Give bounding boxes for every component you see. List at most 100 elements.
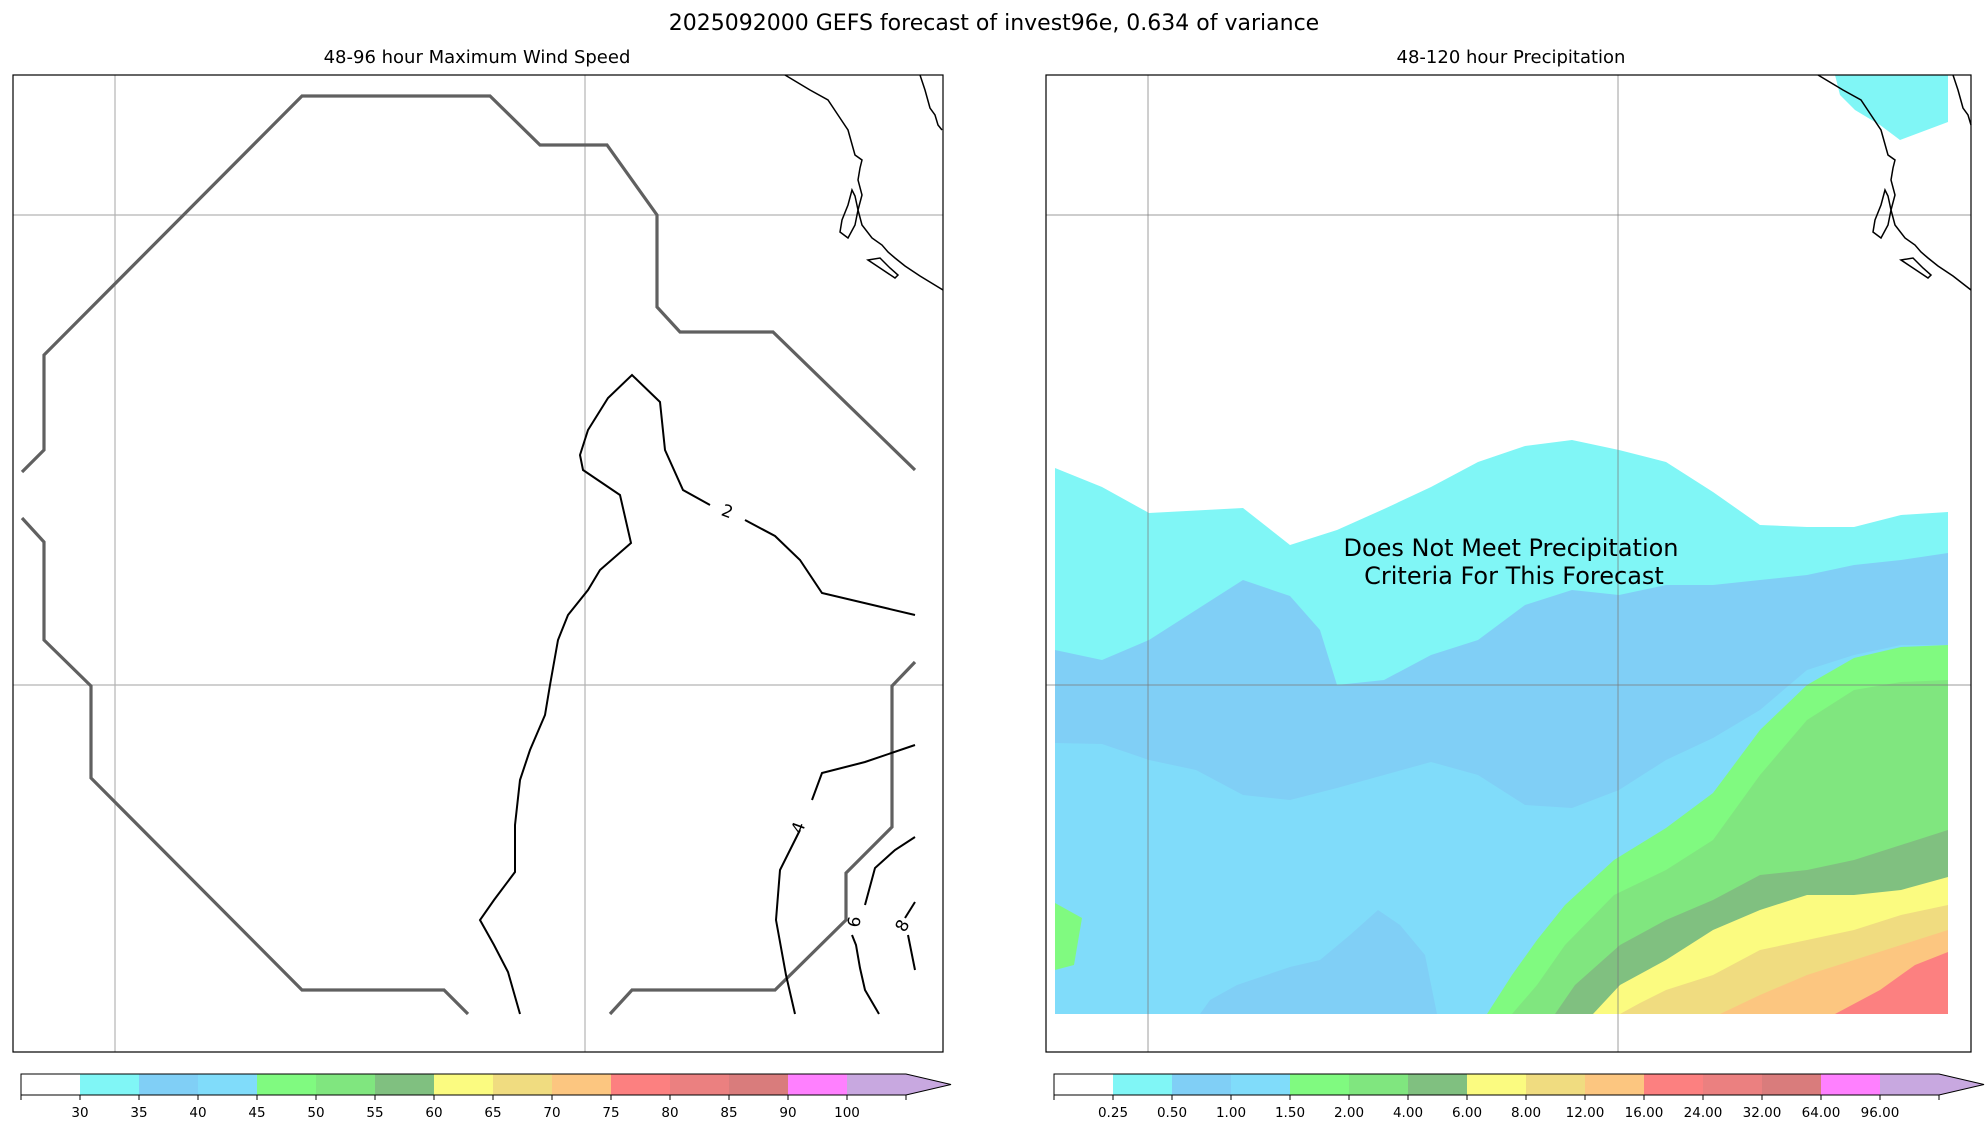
precip-colorbar-label: 64.00: [1802, 1105, 1841, 1121]
wind-colorbar-segment-7: [434, 1074, 494, 1095]
wind-colorbar-label: 50: [307, 1105, 324, 1121]
precipitation-panel: 48-120 hour Precipitation: [1045, 47, 1972, 1053]
wind-colorbar-outline: [20, 1073, 952, 1096]
precip-colorbar-label: 32.00: [1743, 1105, 1782, 1121]
wind-colorbar-segment-4: [257, 1074, 317, 1095]
wind-colorbar-label: 70: [543, 1105, 560, 1121]
wind-colorbar-label: 35: [130, 1105, 147, 1121]
wind-contour-label-6: 6: [844, 915, 865, 929]
wind-colorbar-label: 55: [366, 1105, 383, 1121]
wind-colorbar-label: 45: [248, 1105, 265, 1121]
wind-coastline: [784, 74, 944, 291]
precip-colorbar-segment-8: [1526, 1074, 1586, 1095]
precip-colorbar-segment-0: [1054, 1074, 1114, 1095]
wind-contour-label-8: 8: [892, 917, 915, 936]
precip-coastline: [1817, 74, 1972, 291]
wind-colorbar-segment-13: [788, 1074, 848, 1095]
wind-colorbar-segment-10: [611, 1074, 671, 1095]
precip-colorbar-segment-1: [1113, 1074, 1173, 1095]
precip-colorbar: 0.25 0.50 1.00 1.50 2.00 4.00 6.00 8.00 12.00 16.…: [1053, 1073, 1985, 1121]
figure-title: 2025092000 GEFS forecast of invest96e, 0…: [669, 11, 1319, 36]
precip-colorbar-label: 0.25: [1098, 1105, 1128, 1121]
precip-colorbar-segment-4: [1290, 1074, 1350, 1095]
precip-right-margin: [1948, 75, 1971, 1052]
wind-speed-panel: 48-96 hour Maximum Wind Speed 2 4 6 8: [12, 47, 944, 1053]
wind-colorbar-label: 100: [834, 1105, 860, 1121]
precip-colorbar-label: 1.00: [1216, 1105, 1246, 1121]
precip-colorbar-segment-10: [1644, 1074, 1704, 1095]
wind-colorbar-label: 60: [425, 1105, 442, 1121]
wind-colorbar-segment-8: [493, 1074, 553, 1095]
precip-left-margin: [1046, 75, 1055, 1052]
precip-band-16.00: [1835, 952, 1948, 1014]
precip-colorbar-outline: [1053, 1073, 1985, 1096]
precip-band-0.25-north: [1835, 75, 1948, 140]
wind-colorbar-segment-14: [847, 1074, 951, 1095]
precip-coastline-island: [1899, 257, 1933, 279]
wind-colorbar-segment-3: [198, 1074, 258, 1095]
precip-colorbar-segment-12: [1762, 1074, 1822, 1095]
precip-coastline-east: [1952, 74, 1972, 126]
precip-band-0.50-south: [1200, 910, 1437, 1014]
precip-colorbar-label: 0.50: [1157, 1105, 1187, 1121]
wind-contour-label-2: 2: [718, 501, 735, 523]
precip-colorbar-label: 96.00: [1861, 1105, 1900, 1121]
wind-contour-6: [851, 934, 880, 1015]
wind-colorbar-segment-11: [670, 1074, 730, 1095]
precip-colorbar-label: 6.00: [1452, 1105, 1482, 1121]
wind-plot-frame: [12, 74, 944, 1053]
precip-colorbar-label: 8.00: [1511, 1105, 1541, 1121]
wind-colorbar-label: 80: [661, 1105, 678, 1121]
precip-colorbar-segment-14: [1880, 1074, 1984, 1095]
precip-colorbar-label: 1.50: [1275, 1105, 1305, 1121]
wind-colorbar-segment-6: [375, 1074, 435, 1095]
wind-contour-label-4: 4: [788, 819, 810, 836]
precip-plot-frame: [1045, 74, 1972, 1053]
precip-colorbar-segment-6: [1408, 1074, 1468, 1095]
wind-colorbar-label: 75: [602, 1105, 619, 1121]
wind-colorbar-segment-1: [80, 1074, 140, 1095]
precip-filled-contours: [1046, 75, 1971, 1052]
wind-colorbar-label: 40: [189, 1105, 206, 1121]
precip-colorbar-segment-11: [1703, 1074, 1763, 1095]
wind-colorbar-label: 90: [779, 1105, 796, 1121]
wind-contour-2: [478, 373, 711, 1015]
precip-band-1.50-west: [1055, 903, 1082, 970]
precip-colorbar-segment-3: [1231, 1074, 1291, 1095]
wind-colorbar-segment-2: [139, 1074, 199, 1095]
wind-contours: [478, 373, 916, 1015]
wind-contour-6-tail: [864, 836, 916, 906]
wind-colorbar: 30 35 40 45 50 55 60 65 70 75 80 85 90 100: [20, 1073, 952, 1121]
wind-coastline-main: [784, 74, 944, 291]
wind-colorbar-segment-0: [21, 1074, 81, 1095]
precip-coastline-spit: [1872, 187, 1892, 240]
precip-gridlines: [1046, 75, 1971, 1052]
precip-coastline-main: [1817, 74, 1972, 291]
wind-colorbar-segment-9: [552, 1074, 612, 1095]
precip-notice-line1: Does Not Meet Precipitation: [1343, 534, 1678, 562]
wind-gridlines: [13, 75, 943, 1052]
precip-colorbar-segment-13: [1821, 1074, 1881, 1095]
wind-contour-2-tail: [744, 519, 916, 616]
wind-coastline-east: [919, 74, 943, 131]
wind-colorbar-label: 65: [484, 1105, 501, 1121]
precip-colorbar-segment-9: [1585, 1074, 1645, 1095]
wind-contour-8: [907, 934, 916, 971]
wind-coastline-island: [866, 257, 900, 279]
wind-contour-4-tail: [811, 744, 916, 801]
wind-colorbar-label: 85: [720, 1105, 737, 1121]
precip-colorbar-label: 4.00: [1393, 1105, 1423, 1121]
precip-bottom-margin: [1046, 1014, 1971, 1052]
precip-panel-title: 48-120 hour Precipitation: [1397, 47, 1626, 68]
wind-colorbar-segment-12: [729, 1074, 789, 1095]
precip-colorbar-label: 12.00: [1566, 1105, 1605, 1121]
wind-contour-8-tail: [904, 901, 916, 919]
wind-colorbar-segment-5: [316, 1074, 376, 1095]
wind-panel-title: 48-96 hour Maximum Wind Speed: [324, 47, 631, 68]
wind-outer-boundary: [20, 94, 917, 1016]
precip-notice-line2: Criteria For This Forecast: [1364, 562, 1664, 590]
wind-colorbar-label: 30: [71, 1105, 88, 1121]
precip-colorbar-segment-5: [1349, 1074, 1409, 1095]
precip-colorbar-label: 16.00: [1625, 1105, 1664, 1121]
